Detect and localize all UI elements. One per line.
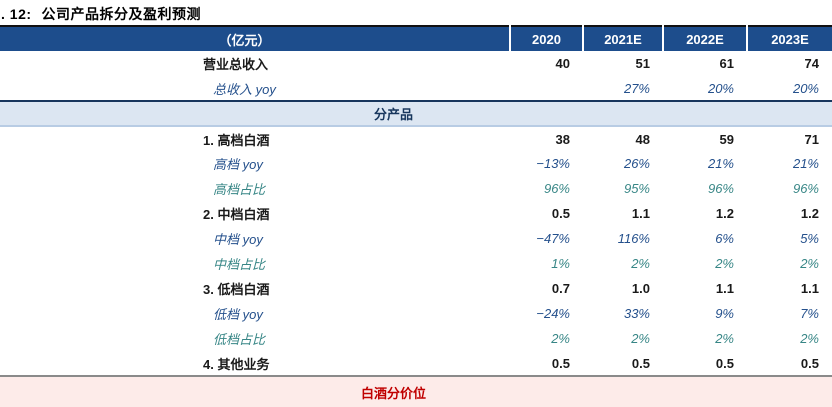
cell-value: 2% (631, 256, 650, 271)
cell-value: 74 (804, 56, 819, 71)
row-label: 3. 低档白酒 (203, 282, 270, 297)
cell-value: 5% (800, 231, 819, 246)
forecast-table: （亿元） 2020 2021E 2022E 2023E 营业总收入 40 51 61 7… (0, 25, 832, 407)
cell-value: 0.5 (715, 355, 734, 371)
table-row: 1. 高档白酒 38 48 59 71 (0, 126, 832, 151)
col-header-2022e: 2022E (662, 26, 747, 51)
row-label: 营业总收入 (203, 57, 269, 72)
cell-value: 2% (800, 331, 819, 346)
section-label: 分产品 (0, 100, 832, 127)
cell-value: 0.5 (551, 355, 570, 371)
cell-value: 1.1 (631, 206, 650, 221)
cell-value: 9% (715, 306, 734, 321)
row-label: 低档占比 (213, 332, 266, 347)
unit-header: （亿元） (218, 32, 271, 48)
cell-value: 20% (792, 80, 819, 96)
row-label: 中档占比 (213, 257, 266, 272)
cell-value: 96% (543, 181, 570, 196)
cell-value: 21% (792, 156, 819, 171)
cell-value: 0.5 (800, 355, 819, 371)
cell-value: 2% (715, 256, 734, 271)
table-row: 高档占比 96% 95% 96% 96% (0, 176, 832, 201)
figure-number: . 12: (1, 6, 32, 22)
col-header-2021e: 2021E (582, 26, 663, 51)
table-row: 4. 其他业务 0.5 0.5 0.5 0.5 (0, 351, 832, 376)
cell-value: 1.2 (800, 206, 819, 221)
cell-value: 2% (800, 256, 819, 271)
table-row: 2. 中档白酒 0.5 1.1 1.2 1.2 (0, 201, 832, 226)
cell-value: 21% (707, 156, 734, 171)
row-label: 4. 其他业务 (203, 356, 270, 372)
cell-value: 26% (623, 156, 650, 171)
figure-title-text: 公司产品拆分及盈利预测 (41, 6, 202, 22)
cell-value: 1.1 (715, 281, 734, 296)
cell-value: 2% (715, 331, 734, 346)
cell-value: 51 (635, 56, 650, 71)
cell-value: 27% (623, 80, 650, 96)
cell-value: 33% (623, 306, 650, 321)
row-label: 中档 yoy (213, 232, 263, 247)
table-row: 中档 yoy −47% 116% 6% 5% (0, 226, 832, 251)
cell-value: 1.1 (800, 281, 819, 296)
cell-value: 1.0 (631, 281, 650, 296)
row-label: 2. 中档白酒 (203, 207, 270, 222)
cell-value: 20% (707, 80, 734, 96)
cell-value: 61 (719, 56, 734, 71)
cell-value: 96% (792, 181, 819, 196)
cell-value: 2% (551, 331, 570, 346)
table-header-row: （亿元） 2020 2021E 2022E 2023E (0, 26, 832, 51)
cell-value: −47% (536, 231, 570, 246)
row-label: 低档 yoy (213, 307, 263, 322)
cell-value: 0.7 (551, 281, 570, 296)
cell-value: 1% (551, 256, 570, 271)
table-row: 中档占比 1% 2% 2% 2% (0, 251, 832, 276)
cell-value: 40 (555, 56, 570, 71)
table-row: 总收入 yoy 27% 20% 20% (0, 76, 832, 101)
col-header-2023e: 2023E (746, 26, 832, 51)
cell-value: 38 (555, 131, 570, 147)
cell-value: 2% (631, 331, 650, 346)
cell-value: 0.5 (631, 355, 650, 371)
cell-value: 96% (707, 181, 734, 196)
cell-value: 0.5 (551, 206, 570, 221)
col-header-2020: 2020 (509, 26, 583, 51)
table-row: 高档 yoy −13% 26% 21% 21% (0, 151, 832, 176)
table-row: 3. 低档白酒 0.7 1.0 1.1 1.1 (0, 276, 832, 301)
row-label: 高档 yoy (213, 157, 263, 172)
row-label: 1. 高档白酒 (203, 132, 270, 148)
cell-value: 6% (715, 231, 734, 246)
cell-value: 48 (635, 131, 650, 147)
figure-title: . 12: 公司产品拆分及盈利预测 (0, 0, 832, 25)
cell-value: 116% (617, 231, 650, 246)
cell-value: 59 (719, 131, 734, 147)
cell-value: −13% (536, 156, 570, 171)
table-row: 营业总收入 40 51 61 74 (0, 51, 832, 76)
section-row-pink: 白酒分价位 (0, 375, 832, 407)
row-label: 高档占比 (213, 182, 266, 197)
cell-value: −24% (536, 306, 570, 321)
cell-value: 7% (800, 306, 819, 321)
cell-value: 1.2 (715, 206, 734, 221)
cell-value (510, 76, 583, 101)
row-label: 总收入 yoy (213, 81, 276, 97)
cell-value: 95% (623, 181, 650, 196)
table-row: 低档 yoy −24% 33% 9% 7% (0, 301, 832, 326)
table-row: 低档占比 2% 2% 2% 2% (0, 326, 832, 351)
section-row-blue: 分产品 (0, 100, 832, 127)
cell-value: 71 (804, 131, 819, 147)
section-label: 白酒分价位 (0, 375, 832, 407)
